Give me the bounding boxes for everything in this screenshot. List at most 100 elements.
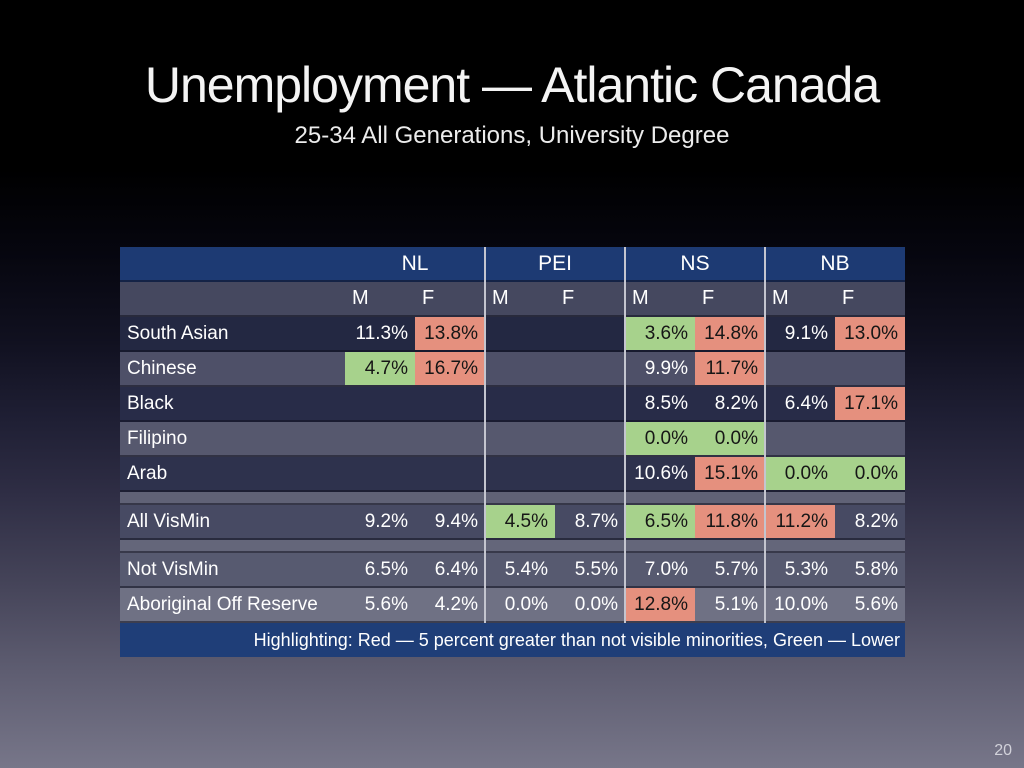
value-cell: 13.0% — [835, 317, 905, 350]
value-cell — [485, 457, 555, 490]
value-cell: 4.2% — [434, 593, 478, 615]
row-label: South Asian — [127, 322, 229, 344]
value-cell: 5.6% — [364, 593, 408, 615]
value-cell: 6.5% — [364, 558, 408, 580]
value-cell: 6.5% — [625, 505, 695, 538]
corner-cell — [120, 247, 345, 280]
value-cell: 7.0% — [644, 558, 688, 580]
table-row: South Asian 11.3% 13.8% 3.6% 14.8% 9.1% 13.0% — [120, 317, 905, 352]
value-cell: 15.1% — [695, 457, 765, 490]
row-label: Filipino — [127, 427, 188, 449]
legend-row: Highlighting: Red — 5 percent greater th… — [120, 623, 905, 657]
value-cell: 0.0% — [504, 593, 548, 615]
row-label: All VisMin — [127, 510, 211, 532]
value-cell: 0.0% — [625, 422, 695, 455]
value-cell — [835, 352, 905, 385]
value-cell: 5.3% — [784, 558, 828, 580]
value-cell: 5.8% — [854, 558, 898, 580]
value-cell: 4.5% — [485, 505, 555, 538]
value-cell: 6.4% — [784, 392, 828, 414]
value-cell: 5.1% — [714, 593, 758, 615]
value-cell: 11.7% — [695, 352, 765, 385]
slide-title: Unemployment — Atlantic Canada — [144, 57, 880, 113]
value-cell — [555, 317, 625, 350]
sex-header: F — [422, 287, 435, 309]
value-cell — [555, 387, 625, 420]
value-cell — [555, 457, 625, 490]
value-cell: 0.0% — [574, 593, 618, 615]
table-row: Black 8.5% 8.2% 6.4% 17.1% — [120, 387, 905, 422]
table-row: Not VisMin 6.5% 6.4% 5.4% 5.5% 7.0% 5.7% 5.3% 5.… — [120, 553, 905, 588]
value-cell: 11.2% — [765, 505, 835, 538]
sex-header: M — [492, 287, 509, 309]
spacer-row — [120, 492, 905, 505]
value-cell: 16.7% — [415, 352, 485, 385]
value-cell — [485, 387, 555, 420]
table-row: Aboriginal Off Reserve 5.6% 4.2% 0.0% 0.0% 12… — [120, 588, 905, 623]
sex-header: M — [772, 287, 789, 309]
value-cell: 8.7% — [574, 510, 618, 532]
value-cell: 8.5% — [644, 392, 688, 414]
spacer-row — [120, 540, 905, 553]
value-cell: 4.7% — [345, 352, 415, 385]
corner-cell — [120, 282, 345, 315]
value-cell: 5.5% — [574, 558, 618, 580]
sex-header: F — [702, 287, 715, 309]
value-cell: 10.0% — [774, 593, 828, 615]
sex-header: M — [352, 287, 369, 309]
table-row: Filipino 0.0% 0.0% — [120, 422, 905, 457]
page-number: 20 — [994, 742, 1012, 759]
value-cell: 0.0% — [835, 457, 905, 490]
value-cell: 11.3% — [355, 322, 408, 344]
value-cell: 10.6% — [634, 462, 688, 484]
value-cell: 8.2% — [854, 510, 898, 532]
value-cell — [485, 422, 555, 455]
slide-subtitle: 25-34 All Generations, University Degree — [294, 122, 730, 149]
province-header-nb: NB — [820, 251, 850, 275]
value-cell — [345, 457, 415, 490]
value-cell — [555, 422, 625, 455]
table-row: All VisMin 9.2% 9.4% 4.5% 8.7% 6.5% 11.8% 11.2%… — [120, 505, 905, 540]
sex-header: F — [842, 287, 855, 309]
row-label: Black — [127, 392, 174, 414]
value-cell — [765, 422, 835, 455]
value-cell: 0.0% — [695, 422, 765, 455]
value-cell: 9.4% — [434, 510, 478, 532]
value-cell — [835, 422, 905, 455]
province-header-ns: NS — [680, 251, 710, 275]
value-cell: 9.9% — [644, 357, 688, 379]
value-cell — [415, 387, 485, 420]
row-label: Chinese — [127, 357, 197, 379]
legend-text: Highlighting: Red — 5 percent greater th… — [253, 629, 900, 650]
value-cell — [555, 352, 625, 385]
row-label: Not VisMin — [127, 558, 219, 580]
value-cell — [345, 422, 415, 455]
value-cell: 5.6% — [854, 593, 898, 615]
value-cell: 17.1% — [835, 387, 905, 420]
row-label: Arab — [127, 462, 168, 484]
sex-header: F — [562, 287, 575, 309]
value-cell: 5.4% — [504, 558, 548, 580]
value-cell: 8.2% — [714, 392, 758, 414]
value-cell: 11.8% — [695, 505, 765, 538]
value-cell: 0.0% — [765, 457, 835, 490]
sex-header: M — [632, 287, 649, 309]
province-header-row: NL PEI NS NB — [120, 247, 905, 282]
value-cell — [415, 457, 485, 490]
unemployment-table: NL PEI NS NB M F M F M F M F South Asian 11.3% 13.8% 3.… — [120, 247, 905, 657]
value-cell — [415, 422, 485, 455]
row-label: Aboriginal Off Reserve — [127, 593, 318, 615]
value-cell: 13.8% — [415, 317, 485, 350]
table-row: Chinese 4.7% 16.7% 9.9% 11.7% — [120, 352, 905, 387]
value-cell — [765, 352, 835, 385]
value-cell: 5.7% — [714, 558, 758, 580]
value-cell: 3.6% — [625, 317, 695, 350]
value-cell: 12.8% — [625, 588, 695, 621]
value-cell — [485, 317, 555, 350]
value-cell — [485, 352, 555, 385]
value-cell — [345, 387, 415, 420]
province-header-pei: PEI — [538, 251, 572, 275]
value-cell: 14.8% — [695, 317, 765, 350]
